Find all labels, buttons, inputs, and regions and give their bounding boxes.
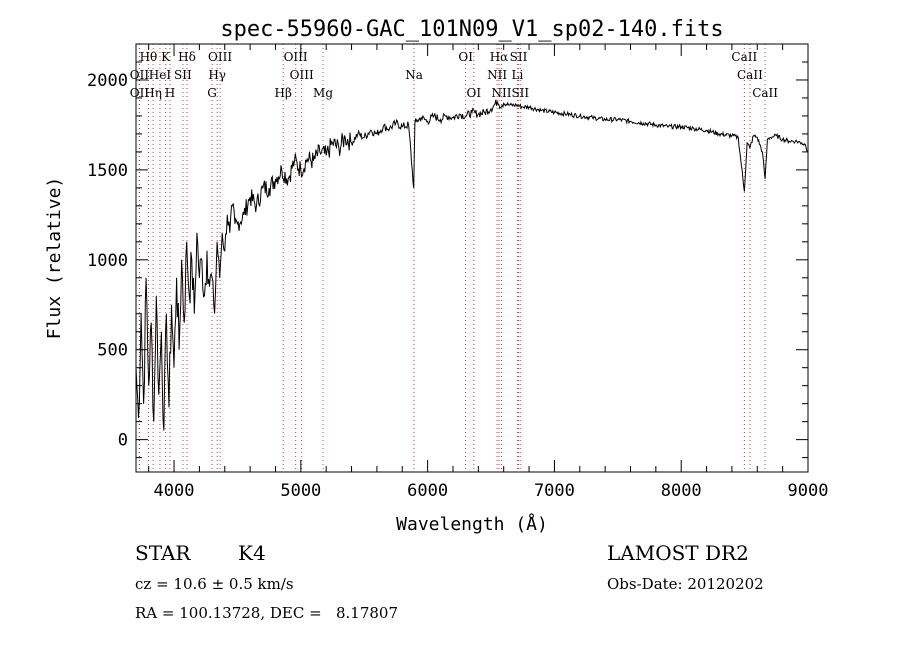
y-axis-label: Flux (relative) [44, 177, 65, 340]
line-label: Li [511, 68, 523, 82]
line-label: Hγ [208, 68, 226, 82]
line-label: G [207, 86, 217, 100]
x-tick-labels: 4000 5000 6000 7000 8000 9000 [154, 481, 829, 501]
line-label: Hδ [178, 50, 196, 64]
line-label: SII [510, 50, 528, 64]
line-label: K [161, 50, 171, 64]
redshift-velocity: cz = 10.6 ± 0.5 km/s [135, 575, 294, 593]
object-subclass: K4 [238, 541, 266, 565]
line-label: Hα [490, 50, 509, 64]
line-label: Hη [144, 86, 162, 100]
observation-date: Obs-Date: 20120202 [607, 575, 764, 593]
line-label: OIII [284, 50, 308, 64]
spectrum-series [135, 99, 809, 472]
line-label: H [165, 86, 175, 100]
object-class: STAR [135, 541, 191, 565]
y-tick-labels: 0 500 1000 1500 2000 [87, 71, 128, 451]
y-tick-label: 2000 [87, 71, 128, 91]
y-tick-label: 1000 [87, 251, 128, 271]
x-tick-label: 8000 [661, 481, 702, 501]
line-label: SII [174, 68, 192, 82]
x-tick-label: 9000 [788, 481, 829, 501]
y-tick-label: 1500 [87, 161, 128, 181]
line-label: CaII [752, 86, 778, 100]
y-tick-label: 0 [118, 431, 128, 451]
line-label: OII [130, 86, 150, 100]
line-label: OIII [290, 68, 314, 82]
line-label: HeI [149, 68, 172, 82]
x-tick-label: 4000 [154, 481, 195, 501]
line-label: OI [466, 86, 481, 100]
line-label: Na [405, 68, 423, 82]
axis-ticks [136, 43, 809, 472]
line-label: OI [458, 50, 473, 64]
line-label: Hθ [140, 50, 158, 64]
chart-title: spec-55960-GAC_101N09_V1_sp02-140.fits [220, 17, 723, 42]
x-tick-label: 7000 [534, 481, 575, 501]
line-label: NII [492, 86, 512, 100]
line-label: Mg [313, 86, 333, 100]
x-axis-label: Wavelength (Å) [396, 513, 548, 535]
line-label: CaII [737, 68, 763, 82]
line-label: SII [511, 86, 529, 100]
emission-line-markers [138, 44, 766, 472]
line-label: OII [130, 68, 150, 82]
sky-coordinates: RA = 100.13728, DEC = 8.17807 [135, 604, 399, 622]
survey-name: LAMOST DR2 [607, 541, 749, 565]
line-label: OIII [208, 50, 232, 64]
x-tick-label: 5000 [280, 481, 321, 501]
y-tick-label: 500 [97, 341, 128, 361]
x-tick-label: 6000 [407, 481, 448, 501]
line-label: NII [487, 68, 507, 82]
line-label: Hβ [275, 86, 292, 100]
plot-frame [135, 43, 809, 473]
line-label: CaII [731, 50, 757, 64]
